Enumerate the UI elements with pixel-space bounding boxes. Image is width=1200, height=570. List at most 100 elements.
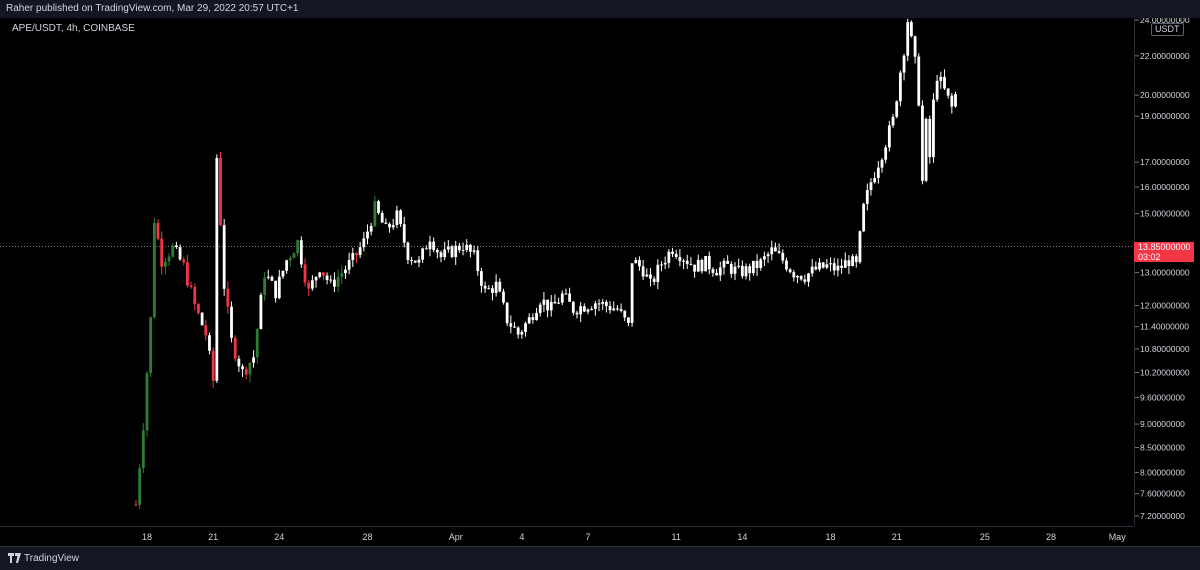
candle-body[interactable] — [586, 309, 590, 312]
candle-body[interactable] — [222, 225, 226, 289]
candle-body[interactable] — [656, 264, 660, 282]
candle-body[interactable] — [377, 201, 380, 214]
candle-body[interactable] — [700, 259, 704, 272]
candle-body[interactable] — [737, 265, 741, 267]
candle-body[interactable] — [380, 213, 384, 223]
candle-body[interactable] — [156, 223, 160, 239]
candle-body[interactable] — [163, 261, 167, 267]
candle-body[interactable] — [189, 285, 193, 287]
candle-body[interactable] — [322, 272, 325, 276]
candle-body[interactable] — [450, 246, 454, 258]
candle-body[interactable] — [424, 248, 428, 250]
candle-body[interactable] — [582, 306, 586, 312]
candle-body[interactable] — [138, 468, 142, 505]
candle-body[interactable] — [913, 36, 917, 57]
candle-body[interactable] — [910, 22, 913, 37]
candle-body[interactable] — [564, 293, 568, 295]
candle-body[interactable] — [494, 281, 498, 293]
candle-body[interactable] — [524, 323, 527, 332]
candle-body[interactable] — [674, 253, 678, 257]
candle-body[interactable] — [270, 276, 274, 281]
candle-body[interactable] — [329, 279, 333, 281]
candle-body[interactable] — [810, 266, 814, 274]
candle-body[interactable] — [568, 293, 572, 302]
candle-body[interactable] — [454, 245, 458, 258]
candle-body[interactable] — [843, 260, 847, 268]
candle-body[interactable] — [344, 269, 347, 274]
candle-body[interactable] — [924, 118, 928, 181]
candle-body[interactable] — [696, 259, 700, 272]
candle-body[interactable] — [531, 317, 535, 320]
candle-body[interactable] — [634, 259, 638, 264]
candle-body[interactable] — [597, 303, 601, 305]
candle-body[interactable] — [891, 116, 895, 126]
candle-body[interactable] — [796, 275, 799, 278]
candle-body[interactable] — [303, 264, 307, 283]
candle-body[interactable] — [667, 251, 671, 263]
candle-body[interactable] — [777, 251, 781, 253]
candle-body[interactable] — [307, 282, 311, 289]
candle-body[interactable] — [689, 263, 693, 265]
candle-body[interactable] — [671, 251, 674, 254]
candle-body[interactable] — [557, 302, 560, 304]
candle-body[interactable] — [946, 88, 950, 96]
candle-body[interactable] — [171, 245, 175, 257]
candle-body[interactable] — [237, 358, 241, 367]
candle-body[interactable] — [682, 260, 685, 262]
candle-body[interactable] — [854, 256, 858, 263]
candle-body[interactable] — [388, 223, 391, 228]
candle-body[interactable] — [288, 258, 292, 261]
candle-body[interactable] — [542, 299, 546, 305]
candle-body[interactable] — [560, 293, 564, 303]
candle-body[interactable] — [255, 329, 259, 358]
candle-body[interactable] — [943, 76, 946, 89]
candle-body[interactable] — [921, 105, 924, 181]
candle-body[interactable] — [391, 224, 395, 228]
candle-body[interactable] — [718, 267, 722, 276]
candle-body[interactable] — [785, 260, 788, 270]
price-unit-badge[interactable]: USDT — [1151, 23, 1184, 36]
candle-body[interactable] — [266, 276, 270, 278]
candle-body[interactable] — [814, 266, 818, 270]
candle-body[interactable] — [590, 308, 594, 310]
candle-body[interactable] — [358, 247, 362, 255]
candle-body[interactable] — [281, 270, 285, 277]
candle-body[interactable] — [513, 326, 516, 328]
candle-body[interactable] — [902, 55, 906, 73]
candle-body[interactable] — [906, 22, 910, 56]
candle-body[interactable] — [167, 256, 171, 262]
candle-body[interactable] — [774, 247, 777, 252]
candle-body[interactable] — [141, 430, 145, 469]
candle-body[interactable] — [663, 262, 667, 265]
candle-body[interactable] — [601, 301, 605, 304]
candle-body[interactable] — [865, 190, 869, 204]
candle-body[interactable] — [193, 286, 197, 305]
candle-body[interactable] — [461, 249, 465, 251]
candle-body[interactable] — [406, 242, 410, 261]
candle-body[interactable] — [421, 248, 425, 260]
candle-body[interactable] — [351, 253, 355, 261]
candle-body[interactable] — [575, 312, 579, 315]
candle-body[interactable] — [362, 238, 366, 248]
candle-body[interactable] — [821, 262, 825, 268]
candle-body[interactable] — [480, 271, 483, 286]
candle-body[interactable] — [799, 275, 803, 280]
candle-body[interactable] — [241, 366, 244, 370]
chart-pane[interactable] — [0, 18, 1134, 526]
price-axis[interactable]: 24.00000000 22.00000000 20.00000000 19.0000… — [1134, 15, 1200, 526]
candle-body[interactable] — [707, 256, 711, 270]
candle-body[interactable] — [178, 247, 182, 260]
tradingview-brand[interactable]: TradingView — [24, 553, 80, 564]
candle-body[interactable] — [733, 266, 737, 274]
candle-body[interactable] — [608, 306, 612, 311]
candle-body[interactable] — [935, 80, 939, 100]
candle-body[interactable] — [616, 308, 619, 310]
candle-body[interactable] — [527, 317, 531, 324]
candle-body[interactable] — [509, 323, 513, 327]
candle-body[interactable] — [873, 178, 877, 183]
candle-body[interactable] — [880, 159, 884, 168]
candle-body[interactable] — [439, 252, 443, 258]
candle-body[interactable] — [546, 299, 549, 311]
time-axis[interactable]: 18 21 24 28 Apr 4 7 11 14 18 21 25 28 May — [0, 526, 1134, 547]
tradingview-logo-icon[interactable] — [8, 553, 24, 563]
